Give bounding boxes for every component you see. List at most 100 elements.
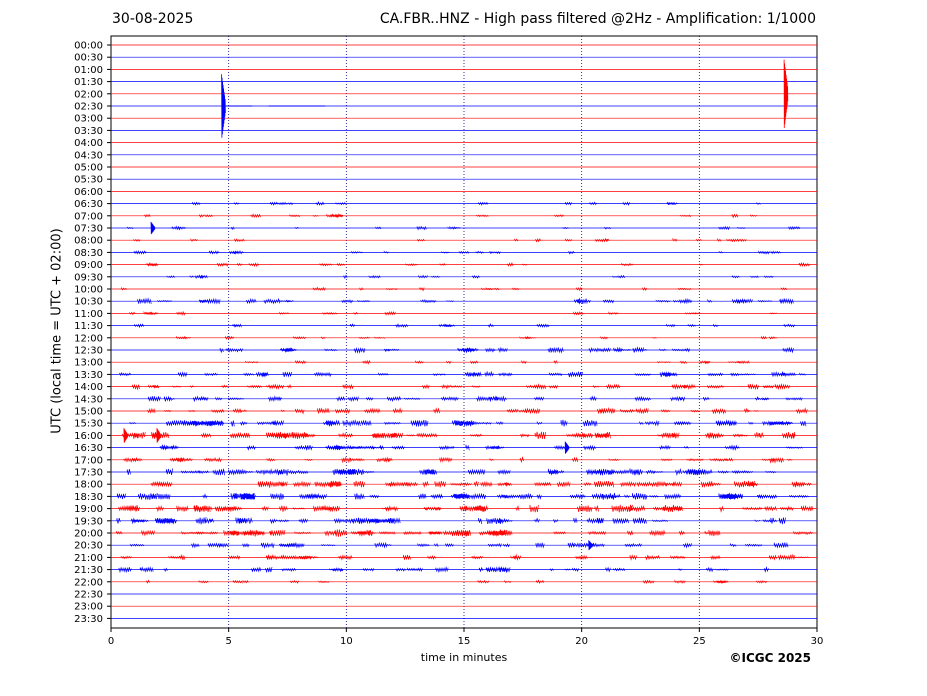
y-tick-label: 03:30 [74,126,103,137]
trace-burst [120,553,810,561]
x-tick-label: 5 [225,636,231,647]
x-tick-label: 20 [575,636,588,647]
trace-burst [129,541,789,549]
trace-burst [119,370,806,378]
trace-burst [116,492,809,501]
y-tick-label: 00:30 [74,53,103,64]
trace-burst [126,468,776,476]
y-tick-label: 01:30 [74,77,103,88]
y-tick-label: 15:00 [74,407,103,418]
seismic-spike [783,59,789,129]
trace-burst [132,383,791,391]
y-tick-label: 22:00 [74,577,103,588]
trace-burst [118,566,769,574]
trace-burst [129,419,807,428]
x-tick-label: 15 [458,636,471,647]
trace-burst [159,443,803,452]
trace-burst [116,517,786,525]
trace-burst [144,213,757,219]
y-tick-label: 21:00 [74,553,103,564]
trace-burst [146,579,768,585]
trace-burst [133,237,747,243]
chart-date: 30-08-2025 [112,11,194,27]
seismic-spike [156,428,161,443]
y-tick-label: 10:00 [74,285,103,296]
trace-burst [150,480,812,488]
y-tick-label: 19:30 [74,516,103,527]
chart-title: CA.FBR..HNZ - High pass filtered @2Hz - … [379,11,816,27]
trace-burst [147,406,808,415]
x-tick-label: 25 [693,636,706,647]
y-tick-label: 07:30 [74,224,103,235]
trace-burst [118,504,814,513]
y-tick-label: 16:00 [74,431,103,442]
trace-burst [134,323,795,329]
trace-burst [176,335,778,340]
y-tick-label: 20:30 [74,541,103,552]
y-tick-label: 22:30 [74,590,103,601]
x-tick-label: 0 [108,636,114,647]
trace-burst [129,310,777,316]
y-tick-label: 03:00 [74,114,103,125]
plot-frame [110,35,818,629]
y-tick-label: 04:00 [74,138,103,149]
y-tick-label: 16:30 [74,443,103,454]
y-tick-label: 17:00 [74,455,103,466]
y-tick-label: 20:00 [74,529,103,540]
trace-burst [219,346,794,354]
y-tick-label: 18:00 [74,480,103,491]
y-tick-label: 13:30 [74,370,103,381]
y-tick-label: 23:30 [74,614,103,625]
x-tick-label: 30 [811,636,824,647]
trace-burst [137,297,794,305]
trace-burst [121,431,796,440]
x-tick-label: 10 [340,636,353,647]
y-tick-label: 19:00 [74,504,103,515]
trace-burst [123,456,793,464]
y-tick-label: 08:30 [74,248,103,259]
y-tick-label: 15:30 [74,419,103,430]
trace-burst [146,261,811,268]
seismic-spike [221,74,226,138]
y-tick-label: 09:30 [74,272,103,283]
y-tick-label: 11:00 [74,309,103,320]
y-tick-label: 05:00 [74,163,103,174]
seismic-spike [564,441,570,454]
y-tick-label: 12:00 [74,333,103,344]
y-tick-label: 06:00 [74,187,103,198]
y-tick-label: 14:00 [74,382,103,393]
y-tick-label: 11:30 [74,321,103,332]
y-tick-label: 04:30 [74,150,103,161]
y-tick-label: 06:30 [74,199,103,210]
seismic-spike [123,428,129,443]
trace-burst [116,529,813,537]
y-tick-label: 23:00 [74,602,103,613]
y-tick-label: 12:30 [74,346,103,357]
y-tick-label: 08:00 [74,236,103,247]
trace-burst [147,395,803,403]
x-axis-label: time in minutes [420,651,508,664]
trace-burst [166,274,774,280]
trace-burst [121,286,788,292]
seismic-spike [150,221,156,235]
y-tick-label: 02:30 [74,102,103,113]
y-tick-label: 14:30 [74,394,103,405]
y-tick-label: 10:30 [74,297,103,308]
y-tick-label: 02:00 [74,89,103,100]
trace-burst [245,359,750,365]
y-tick-label: 18:30 [74,492,103,503]
seismic-spike [588,540,593,551]
y-tick-label: 21:30 [74,565,103,576]
trace-burst [127,225,801,231]
trace-burst [192,201,761,206]
y-tick-label: 17:30 [74,468,103,479]
y-tick-label: 13:00 [74,358,103,369]
y-tick-label: 05:30 [74,175,103,186]
trace-burst [133,250,781,255]
y-tick-label: 01:00 [74,65,103,76]
y-tick-label: 09:00 [74,260,103,271]
y-tick-label: 00:00 [74,41,103,52]
y-tick-label: 07:00 [74,211,103,222]
copyright-notice: ©ICGC 2025 [729,651,811,665]
